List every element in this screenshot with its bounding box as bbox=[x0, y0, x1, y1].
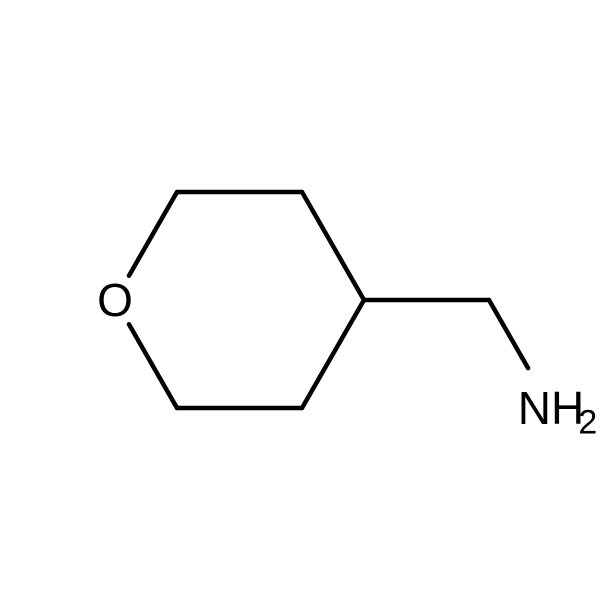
atom-label: O bbox=[97, 274, 133, 326]
bond bbox=[489, 300, 528, 368]
svg-text:O: O bbox=[97, 274, 133, 326]
bond bbox=[302, 300, 364, 408]
atom-label: NH2 bbox=[518, 382, 598, 442]
bond bbox=[302, 192, 364, 300]
bond bbox=[129, 192, 177, 276]
svg-text:NH: NH bbox=[518, 382, 584, 434]
bond bbox=[129, 324, 177, 408]
molecule-diagram: O NH2 bbox=[0, 0, 600, 600]
svg-text:2: 2 bbox=[578, 404, 597, 442]
